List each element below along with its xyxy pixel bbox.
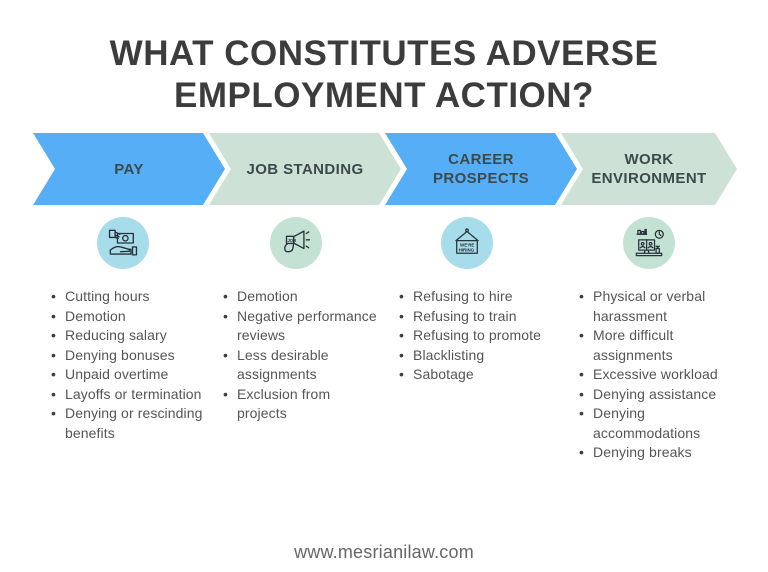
list-item: Demotion	[222, 287, 380, 307]
list-item: Denying breaks	[578, 443, 750, 463]
list-item: More difficult assignments	[578, 326, 750, 365]
hiring-sign-line1: WE'RE	[460, 243, 474, 248]
hiring-sign-icon: WE'RE HIRING	[441, 217, 493, 269]
list-item: Demotion	[50, 307, 210, 327]
workspace-desk-icon	[623, 217, 675, 269]
arrow-label: WORK ENVIRONMENT	[591, 151, 707, 187]
list-item: Refusing to promote	[398, 326, 556, 346]
list-item: Blacklisting	[398, 346, 556, 366]
list-item: Denying or rescinding benefits	[50, 404, 210, 443]
list-item: Layoffs or termination	[50, 385, 210, 405]
pay-list: Cutting hoursDemotionReducing salaryDeny…	[50, 287, 210, 443]
list-item: Denying bonuses	[50, 346, 210, 366]
hiring-sign-line2: HIRING	[459, 248, 475, 253]
list-item: Exclusion from projects	[222, 385, 380, 424]
list-item: Cutting hours	[50, 287, 210, 307]
list-item: Unpaid overtime	[50, 365, 210, 385]
category-arrow-band: PAY JOB STANDING CAREER PROSPECTS WORK E…	[33, 133, 737, 205]
career-prospects-list: Refusing to hireRefusing to trainRefusin…	[398, 287, 556, 385]
list-item: Reducing salary	[50, 326, 210, 346]
list-item: Physical or verbal harassment	[578, 287, 750, 326]
arrow-job-standing: JOB STANDING	[209, 133, 401, 205]
list-item: Negative performance reviews	[222, 307, 380, 346]
arrow-label: PAY	[114, 160, 144, 178]
arrow-label: JOB STANDING	[246, 160, 364, 178]
arrow-pay: PAY	[33, 133, 225, 205]
page-title-line1: WHAT CONSTITUTES ADVERSE	[109, 34, 659, 73]
website-url: www.mesrianilaw.com	[294, 542, 474, 562]
arrow-work-environment: WORK ENVIRONMENT	[561, 133, 737, 205]
list-item: Less desirable assignments	[222, 346, 380, 385]
list-item: Denying accommodations	[578, 404, 750, 443]
list-item: Refusing to hire	[398, 287, 556, 307]
list-item: Denying assistance	[578, 385, 750, 405]
list-item: Sabotage	[398, 365, 556, 385]
page-title: WHAT CONSTITUTES ADVERSE EMPLOYMENT ACTI…	[0, 33, 768, 117]
job-standing-list: DemotionNegative performance reviewsLess…	[222, 287, 380, 424]
hand-giving-money-icon	[97, 217, 149, 269]
megaphone-label-text: JOB	[287, 238, 296, 243]
arrow-career-prospects: CAREER PROSPECTS	[385, 133, 577, 205]
job-megaphone-icon: JOB	[270, 217, 322, 269]
page-title-line2: EMPLOYMENT ACTION?	[174, 76, 594, 115]
list-item: Refusing to train	[398, 307, 556, 327]
arrow-label: CAREER PROSPECTS	[432, 151, 530, 187]
list-item: Excessive workload	[578, 365, 750, 385]
work-environment-list: Physical or verbal harassmentMore diffic…	[578, 287, 750, 463]
